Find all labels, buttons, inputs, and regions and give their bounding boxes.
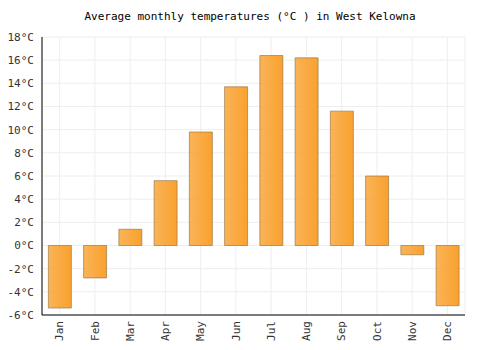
svg-text:-2°C: -2°C <box>8 263 34 276</box>
svg-text:2°C: 2°C <box>14 216 34 229</box>
svg-text:12°C: 12°C <box>8 100 34 113</box>
svg-text:18°C: 18°C <box>8 31 34 44</box>
svg-text:Feb: Feb <box>89 321 102 341</box>
svg-text:Oct: Oct <box>371 321 384 341</box>
svg-text:4°C: 4°C <box>14 193 34 206</box>
svg-text:Aug: Aug <box>300 321 313 341</box>
svg-text:Jul: Jul <box>265 321 278 341</box>
svg-text:-6°C: -6°C <box>8 309 34 322</box>
svg-text:Dec: Dec <box>441 321 454 341</box>
svg-text:-4°C: -4°C <box>8 286 34 299</box>
html-text:Average monthly temperatures (: Average monthly temperatures (°C ) in We… <box>84 10 416 23</box>
svg-text:0°C: 0°C <box>14 239 34 252</box>
svg-text:Jun: Jun <box>230 321 243 341</box>
svg-text:16°C: 16°C <box>8 54 34 67</box>
svg-text:14°C: 14°C <box>8 77 34 90</box>
svg-text:Mar: Mar <box>124 321 137 341</box>
svg-text:May: May <box>194 321 207 341</box>
svg-text:Nov: Nov <box>406 321 419 341</box>
svg-text:8°C: 8°C <box>14 147 34 160</box>
svg-text:Jan: Jan <box>53 321 66 341</box>
svg-text:10°C: 10°C <box>8 124 34 137</box>
svg-text:Apr: Apr <box>159 321 172 341</box>
svg-text:Sep: Sep <box>335 321 348 341</box>
svg-text:6°C: 6°C <box>14 170 34 183</box>
